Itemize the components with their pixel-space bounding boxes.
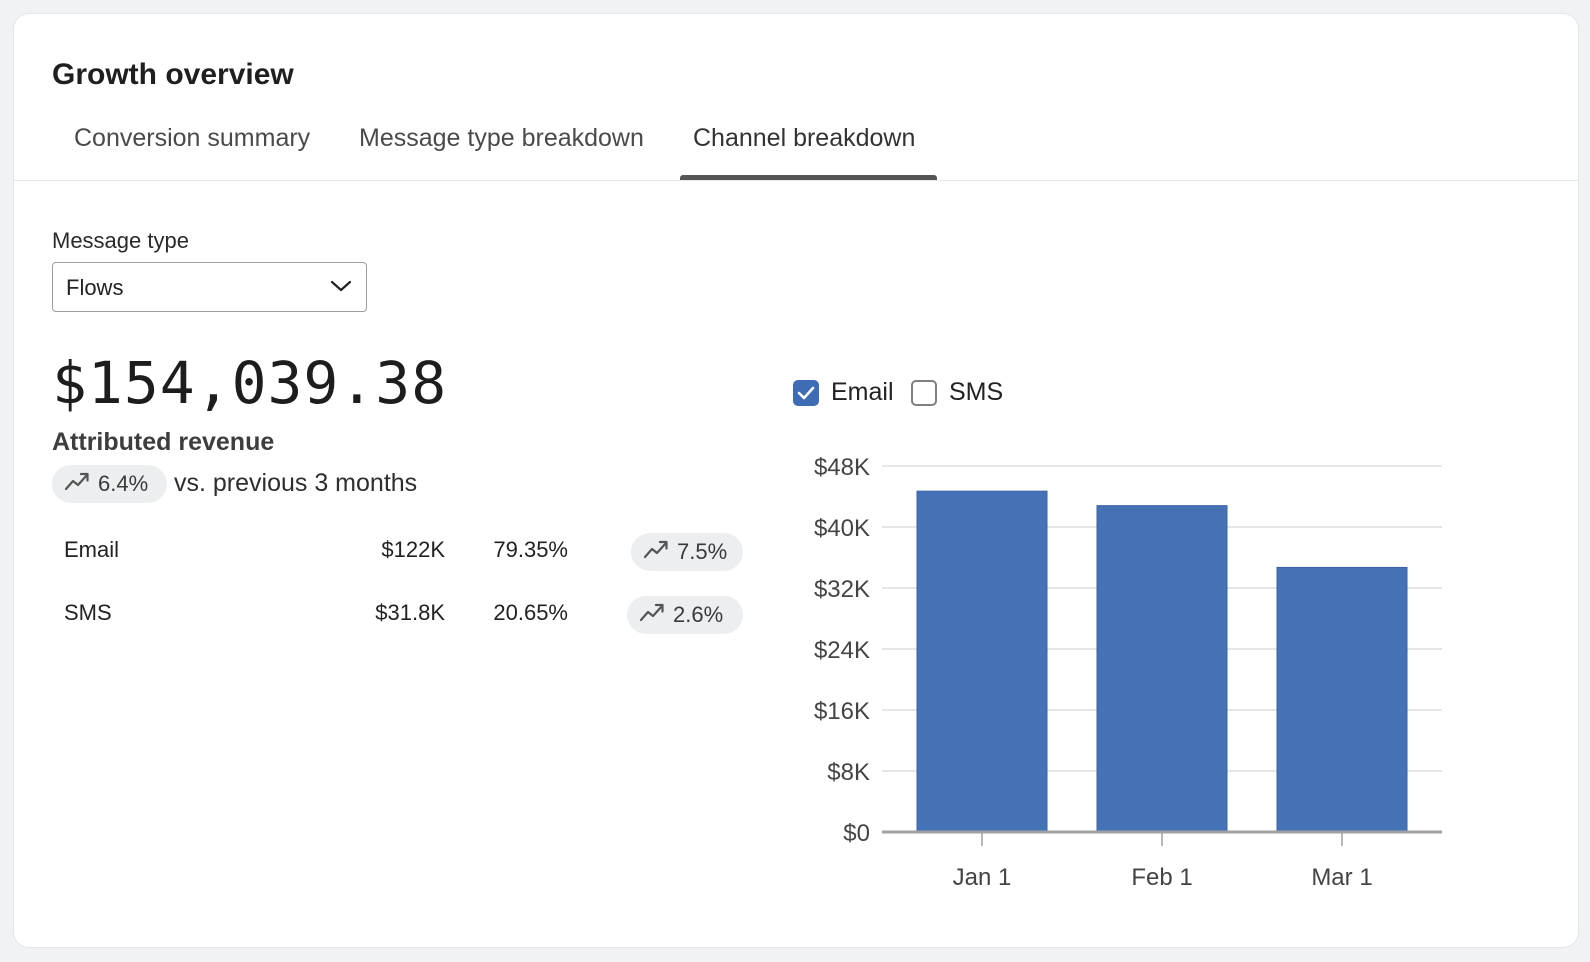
y-tick-label: $32K <box>814 576 870 603</box>
channel-change-badge: 2.6% <box>627 596 743 634</box>
channel-share: 79.35% <box>493 537 568 562</box>
channel-name: SMS <box>64 600 112 625</box>
growth-overview-card: Growth overview Conversion summary Messa… <box>13 13 1579 948</box>
x-tick-label: Mar 1 <box>1311 864 1372 891</box>
message-type-label: Message type <box>52 228 189 253</box>
y-tick-label: $8K <box>827 759 870 786</box>
total-revenue-value: $154,039.38 <box>52 349 448 417</box>
trend-up-icon <box>64 470 98 498</box>
bar-email <box>916 490 1048 833</box>
y-tick-label: $0 <box>843 820 870 847</box>
x-tick-label: Feb 1 <box>1131 864 1192 891</box>
y-tick-label: $48K <box>814 454 870 481</box>
total-change-value: 6.4% <box>98 471 149 496</box>
tab-bar: Conversion summary Message type breakdow… <box>14 114 1578 181</box>
active-tab-indicator <box>680 175 937 180</box>
y-tick-label: $16K <box>814 698 870 725</box>
bar-email <box>1276 566 1408 833</box>
channel-change-badge: 7.5% <box>631 533 743 571</box>
trend-up-icon <box>643 538 677 566</box>
legend-sms-checkbox[interactable]: SMS <box>911 378 1003 407</box>
checkbox-unchecked-icon <box>911 379 937 406</box>
metric-label: Attributed revenue <box>52 428 275 456</box>
legend-sms-label: SMS <box>949 378 1004 406</box>
channel-name: Email <box>64 537 120 562</box>
channel-change-value: 7.5% <box>677 539 728 564</box>
chevron-down-icon <box>330 279 352 298</box>
legend-email-checkbox[interactable]: Email <box>793 378 894 407</box>
card-title: Growth overview <box>52 58 294 91</box>
trend-up-icon <box>639 601 673 629</box>
tab-message-type-breakdown[interactable]: Message type breakdown <box>359 124 644 152</box>
message-type-select[interactable]: Flows <box>52 262 367 312</box>
channel-revenue: $122K <box>381 537 445 562</box>
revenue-bar-chart: $0 $8K $16K $24K $32K $40K $48K Jan 1 Feb 1 Mar 1 <box>814 454 1442 891</box>
message-type-selected-value: Flows <box>66 275 124 300</box>
checkbox-checked-icon <box>793 379 819 406</box>
tab-conversion-summary[interactable]: Conversion summary <box>74 124 311 152</box>
comparison-text: vs. previous 3 months <box>174 469 418 497</box>
x-tick-label: Jan 1 <box>953 864 1012 891</box>
tab-channel-breakdown[interactable]: Channel breakdown <box>693 124 916 152</box>
channel-share: 20.65% <box>493 600 568 625</box>
channel-change-value: 2.6% <box>673 602 724 627</box>
y-tick-label: $40K <box>814 515 870 542</box>
channel-revenue: $31.8K <box>375 600 445 625</box>
legend-email-label: Email <box>831 378 894 406</box>
bar-email <box>1096 505 1228 833</box>
total-change-badge: 6.4% <box>52 465 167 503</box>
y-tick-label: $24K <box>814 637 870 664</box>
